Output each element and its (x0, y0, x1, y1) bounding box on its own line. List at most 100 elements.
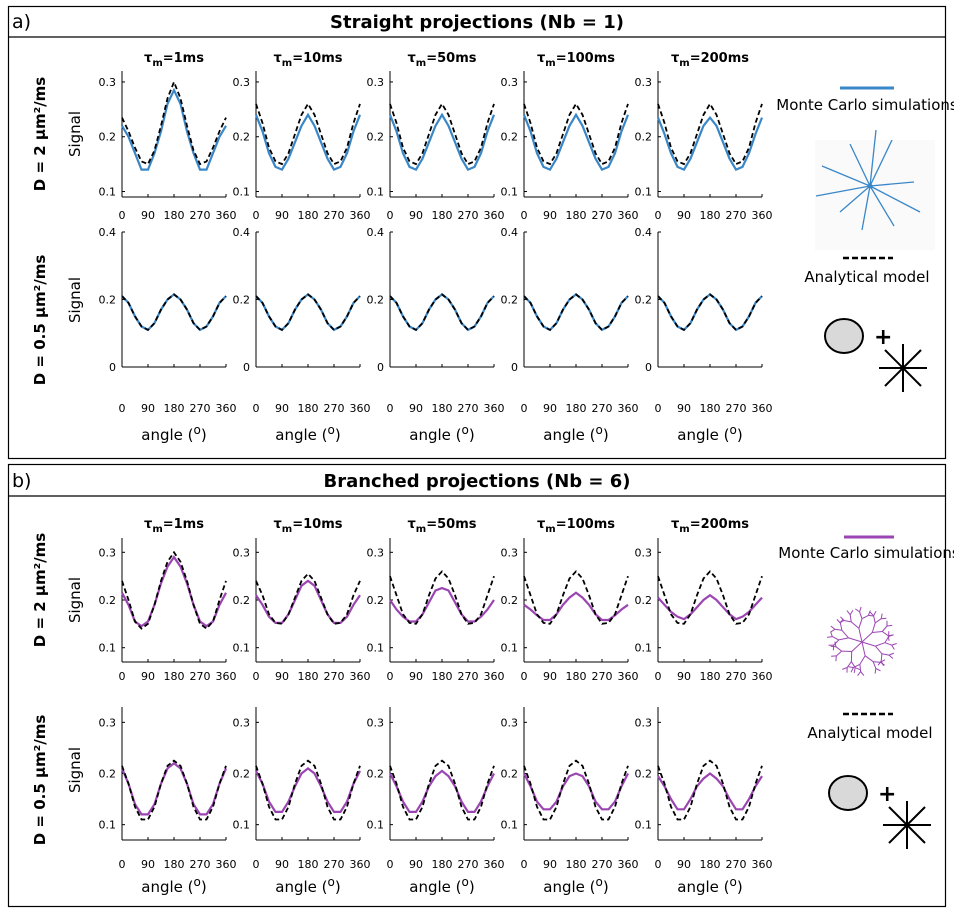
y-axis-label: Signal (66, 277, 84, 323)
y-tick-label: 0 (109, 361, 116, 374)
x-tick-label: 270 (190, 209, 211, 222)
neurite-branch (891, 644, 895, 650)
neurite-branch (873, 661, 881, 663)
x-tick-label: 360 (752, 670, 773, 683)
x-tick-label: 270 (592, 402, 613, 415)
x-tick-label: 0 (521, 670, 528, 683)
neurite-line (815, 185, 871, 197)
series-line-monte-carlo (255, 767, 361, 814)
row-label-diffusivity: D = 2 μm²/ms (31, 77, 49, 191)
neurite-branch (858, 628, 863, 643)
y-tick-label: 0.2 (367, 594, 385, 607)
neurite-branch (888, 654, 894, 659)
neurite-line (869, 139, 893, 187)
neurite-branch (873, 610, 877, 617)
neurite-line (821, 165, 871, 187)
x-tick-label: 0 (521, 858, 528, 871)
neuron-branched-image (827, 606, 897, 676)
column-title-tau: τm=100ms (537, 51, 615, 69)
series-line-analytical-model (657, 293, 763, 332)
legend-a-model-label: Analytical model (804, 268, 929, 286)
x-tick-label: 90 (543, 858, 557, 871)
y-tick-label: 0 (645, 361, 652, 374)
x-axis-label: angle (o) (677, 875, 742, 896)
x-tick-label: 90 (275, 209, 289, 222)
x-tick-label: 90 (677, 402, 691, 415)
y-tick-label: 0.2 (367, 768, 385, 781)
x-tick-label: 90 (677, 858, 691, 871)
y-tick-label: 0.1 (635, 642, 653, 655)
neurite-branch (875, 645, 883, 655)
x-tick-label: 360 (216, 858, 237, 871)
neurite-branch (881, 625, 888, 632)
sticks-icon (879, 344, 927, 392)
x-tick-label: 0 (521, 402, 528, 415)
column-title-tau: τm=10ms (274, 51, 343, 69)
y-tick-label: 0.1 (367, 642, 385, 655)
x-tick-label: 0 (119, 209, 126, 222)
x-tick-label: 90 (141, 670, 155, 683)
series-line-analytical-model (255, 759, 361, 821)
neurite-branch (872, 661, 877, 669)
y-tick-label: 0.3 (233, 76, 251, 89)
x-tick-label: 360 (350, 402, 371, 415)
x-tick-label: 180 (298, 402, 319, 415)
series-line-monte-carlo (523, 772, 629, 811)
x-tick-label: 90 (141, 402, 155, 415)
series-line-monte-carlo (523, 293, 629, 332)
x-tick-label: 90 (141, 858, 155, 871)
x-tick-label: 270 (190, 402, 211, 415)
x-tick-label: 90 (677, 209, 691, 222)
series-line-analytical-model (389, 759, 495, 821)
x-tick-label: 180 (700, 670, 721, 683)
x-tick-label: 0 (387, 402, 394, 415)
neurite-branch (827, 636, 833, 638)
column-title-tau: τm=10ms (274, 517, 343, 535)
column-title-tau: τm=50ms (408, 517, 477, 535)
x-tick-label: 0 (521, 209, 528, 222)
y-axis-label: Signal (66, 747, 84, 793)
y-tick-label: 0 (511, 361, 518, 374)
y-tick-label: 0.2 (501, 131, 519, 144)
neurite-branch (888, 652, 895, 656)
x-tick-label: 90 (677, 670, 691, 683)
neurite-branch (846, 610, 851, 616)
x-tick-label: 180 (298, 209, 319, 222)
x-tick-label: 360 (216, 670, 237, 683)
plus-icon: + (878, 782, 896, 807)
x-tick-label: 0 (655, 209, 662, 222)
sphere-plus-sticks-icon: + (824, 318, 927, 392)
x-tick-label: 180 (566, 209, 587, 222)
series-line-monte-carlo (254, 112, 362, 171)
column-title-tau: τm=200ms (671, 517, 749, 535)
x-tick-label: 180 (432, 209, 453, 222)
x-tick-label: 180 (164, 209, 185, 222)
y-axis-label: Signal (66, 577, 84, 623)
neurite-branch (830, 625, 836, 630)
x-tick-label: 180 (566, 858, 587, 871)
soma-dot (867, 183, 873, 189)
x-tick-label: 180 (298, 670, 319, 683)
neurite-branch (880, 659, 886, 663)
x-axis-label: angle (o) (409, 875, 474, 896)
y-tick-label: 0 (377, 361, 384, 374)
series-line-analytical-model (523, 759, 629, 821)
series-line-monte-carlo (657, 293, 763, 332)
series-line-monte-carlo (121, 293, 227, 332)
neurite-line (861, 185, 871, 231)
y-tick-label: 0.2 (233, 768, 251, 781)
y-tick-label: 0.2 (233, 294, 251, 307)
y-tick-label: 0.2 (635, 594, 653, 607)
y-tick-label: 0.2 (501, 768, 519, 781)
series-line-monte-carlo (656, 115, 764, 171)
neurite-branch (861, 641, 876, 647)
y-tick-label: 0.3 (501, 76, 519, 89)
y-tick-label: 0.1 (99, 642, 117, 655)
x-axis-label: angle (o) (141, 423, 206, 444)
x-tick-label: 90 (141, 209, 155, 222)
series-line-monte-carlo (121, 555, 227, 628)
x-tick-label: 180 (700, 858, 721, 871)
neurite-branch (861, 641, 866, 656)
x-tick-label: 90 (543, 209, 557, 222)
neurite-branch (850, 667, 854, 673)
